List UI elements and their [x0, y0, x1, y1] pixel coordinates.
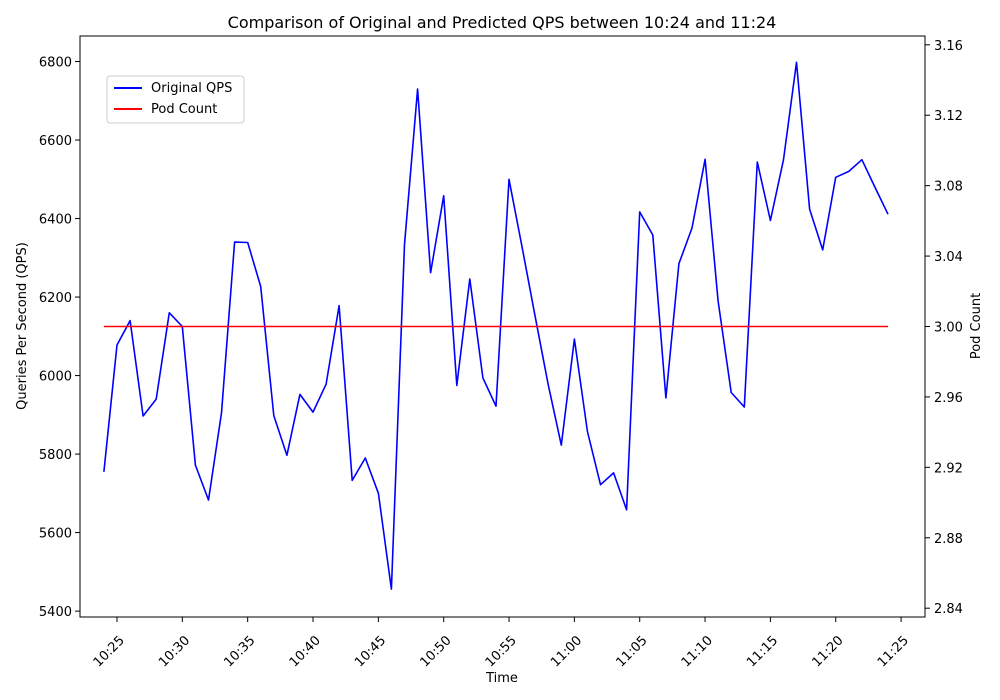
y-axis-title: Queries Per Second (QPS) [15, 242, 30, 410]
x-tick-label: 11:10 [679, 633, 716, 670]
y-tick-label: 6600 [39, 134, 72, 149]
y-tick-label: 6200 [39, 291, 72, 306]
x-tick-label: 10:50 [417, 633, 454, 670]
y2-tick-label: 2.96 [934, 391, 963, 406]
y-tick-label: 5400 [39, 605, 72, 620]
x-axis-title: Time [485, 671, 518, 686]
x-tick-label: 11:25 [875, 633, 912, 670]
y2-tick-label: 3.00 [934, 321, 963, 336]
x-tick-label: 10:40 [287, 633, 324, 670]
y2-tick-label: 2.92 [934, 461, 963, 476]
series-line-original-qps [103, 61, 889, 590]
x-tick-label: 10:45 [352, 633, 389, 670]
x-tick-label: 10:30 [156, 633, 193, 670]
y-tick-label: 5800 [39, 448, 72, 463]
y-tick-label: 6000 [39, 370, 72, 385]
chart-title: Comparison of Original and Predicted QPS… [228, 13, 777, 32]
x-tick-label: 11:00 [548, 633, 585, 670]
y2-tick-label: 2.84 [934, 602, 963, 617]
x-tick-label: 10:55 [483, 633, 520, 670]
x-tick-label: 11:20 [809, 633, 846, 670]
y2-axis-title: Pod Count [969, 293, 984, 359]
y-tick-label: 5600 [39, 527, 72, 542]
y2-tick-label: 3.08 [934, 180, 963, 195]
y-tick-label: 6800 [39, 56, 72, 71]
legend: Original QPS Pod Count [106, 75, 245, 124]
legend-label-original-qps: Original QPS [151, 81, 232, 96]
x-tick-label: 10:35 [221, 633, 258, 670]
legend-label-pod-count: Pod Count [151, 102, 217, 117]
y2-tick-label: 3.04 [934, 250, 963, 265]
y2-tick-label: 2.88 [934, 532, 963, 547]
y2-tick-label: 3.16 [934, 39, 963, 54]
x-tick-label: 11:15 [744, 633, 781, 670]
y2-tick-label: 3.12 [934, 109, 963, 124]
y-tick-label: 6400 [39, 213, 72, 228]
x-tick-label: 11:05 [613, 633, 650, 670]
x-tick-label: 10:25 [91, 633, 128, 670]
